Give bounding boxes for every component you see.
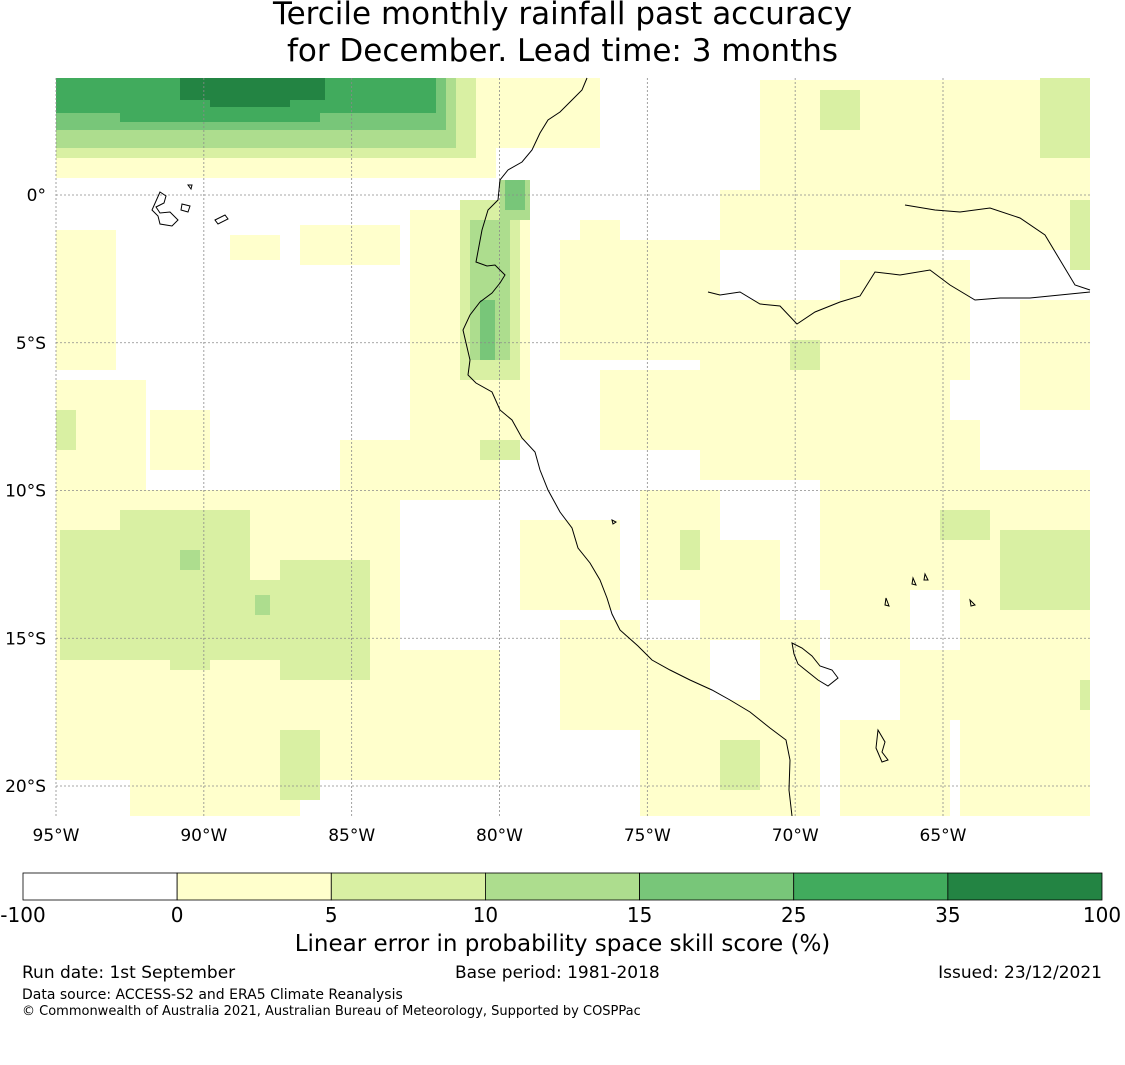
longitude-label: 90°W [180, 826, 227, 846]
galapagos-island-3 [214, 214, 229, 225]
colorbar-segment [639, 872, 795, 901]
data-source: Data source: ACCESS-S2 and ERA5 Climate … [22, 987, 403, 1003]
colorbar-segment [22, 872, 178, 901]
skill-field [56, 78, 1090, 816]
colorbar-tick-label: 35 [935, 903, 960, 927]
chart-title: Tercile monthly rainfall past accuracy f… [0, 0, 1125, 70]
galapagos-island-4 [187, 184, 193, 191]
small-island-coast [611, 519, 617, 525]
colorbar-segment [947, 872, 1103, 901]
colorbar-tick-label: 15 [627, 903, 652, 927]
longitude-label: 75°W [624, 826, 671, 846]
small-lake-2 [923, 572, 929, 581]
small-lake-3 [884, 597, 890, 607]
issued-date: Issued: 23/12/2021 [938, 963, 1102, 983]
longitude-label: 95°W [33, 826, 80, 846]
colorbar-tick-label: 5 [325, 903, 338, 927]
colorbar-tick-label: 100 [1083, 903, 1121, 927]
amazon-river [707, 269, 1091, 325]
galapagos-island-2 [180, 203, 191, 213]
title-line-2: for December. Lead time: 3 months [286, 33, 839, 69]
latitude-label: 15°S [5, 629, 46, 649]
coastlines [151, 77, 1091, 817]
colorbar-segment [793, 872, 949, 901]
lake-poopo [875, 728, 889, 763]
solimoes-upper-river [904, 204, 1091, 291]
lake-titicaca [791, 642, 839, 687]
latitude-label: 0° [27, 186, 46, 206]
base-period: Base period: 1981-2018 [455, 963, 660, 983]
colorbar-label: Linear error in probability space skill … [294, 931, 831, 957]
longitude-label: 65°W [920, 826, 967, 846]
latitude-label: 10°S [5, 482, 46, 502]
small-lake-1 [911, 576, 917, 586]
skill-band-35-100 [180, 78, 325, 107]
run-date: Run date: 1st September [22, 963, 236, 983]
longitude-tick-labels: 95°W 90°W 85°W 80°W 75°W 70°W 65°W [33, 826, 967, 846]
longitude-label: 85°W [328, 826, 375, 846]
longitude-label: 80°W [476, 826, 523, 846]
colorbar-tick-label: 0 [171, 903, 184, 927]
colorbar-tick-label: 25 [781, 903, 806, 927]
colorbar-segment [485, 872, 640, 901]
small-lake-4 [969, 598, 976, 607]
colorbar-tick-label: 10 [473, 903, 498, 927]
latitude-label: 20°S [5, 777, 46, 797]
colorbar-tick-label: -100 [0, 903, 45, 927]
latitude-tick-labels: 0° 5°S 10°S 15°S 20°S [5, 186, 46, 797]
latitude-label: 5°S [16, 334, 46, 354]
copyright: © Commonwealth of Australia 2021, Austra… [22, 1004, 641, 1019]
title-line-1: Tercile monthly rainfall past accuracy [272, 0, 853, 32]
colorbar: -100 0 5 10 15 25 35 100 [0, 872, 1121, 927]
galapagos-island-1 [151, 191, 179, 227]
colorbar-segment [330, 872, 486, 901]
gridlines [55, 78, 1091, 816]
longitude-label: 70°W [772, 826, 819, 846]
south-america-coastline [462, 77, 793, 817]
colorbar-segment [176, 872, 332, 901]
